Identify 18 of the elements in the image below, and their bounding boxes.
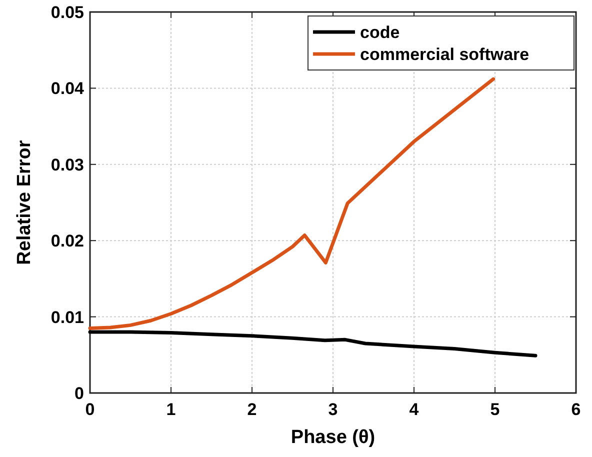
line-series bbox=[88, 330, 538, 358]
x-tick-label: 4 bbox=[409, 400, 420, 419]
y-tick-label: 0 bbox=[74, 384, 84, 403]
x-tick-label: 6 bbox=[571, 400, 581, 419]
y-tick-label: 0.02 bbox=[50, 232, 84, 251]
y-tick-label: 0.04 bbox=[50, 79, 85, 98]
legend-label: commercial software bbox=[360, 44, 530, 64]
x-tick-label: 1 bbox=[166, 400, 176, 419]
legend-label: code bbox=[360, 22, 400, 42]
y-tick-label: 0.05 bbox=[50, 2, 84, 22]
line-series bbox=[88, 77, 496, 330]
y-tick-label: 0.03 bbox=[50, 155, 84, 174]
x-tick-label: 5 bbox=[490, 400, 500, 419]
y-axis-title: Relative Error bbox=[14, 140, 35, 265]
x-tick-label: 2 bbox=[247, 400, 257, 419]
x-tick-label: 3 bbox=[328, 400, 338, 419]
x-axis-title: Phase (θ) bbox=[290, 427, 376, 448]
y-tick-label: 0.01 bbox=[50, 308, 84, 327]
